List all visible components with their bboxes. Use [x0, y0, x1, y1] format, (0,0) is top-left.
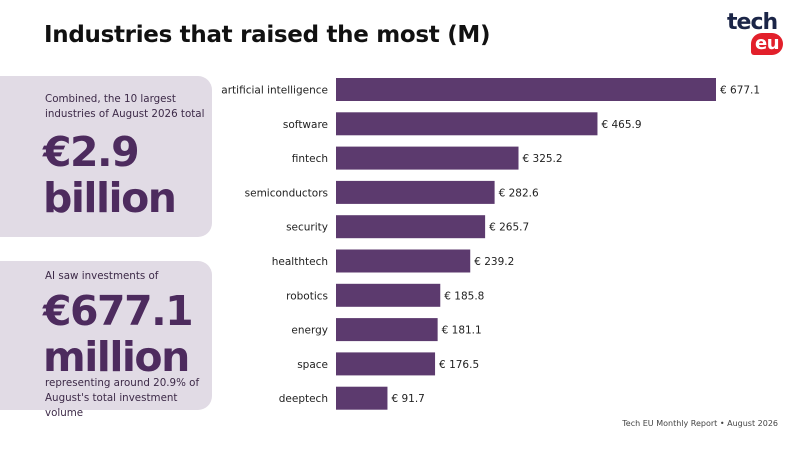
ai-unit: million: [43, 333, 190, 381]
bar-security: [336, 215, 486, 239]
category-label-artificial-intelligence: artificial intelligence: [221, 85, 328, 97]
ai-amount: €677.1: [43, 287, 194, 335]
source-footer: Tech EU Monthly Report • August 2026: [622, 419, 778, 428]
value-label-healthtech: € 239.2: [474, 256, 514, 268]
bar-deeptech: [336, 386, 388, 410]
value-label-fintech: € 325.2: [523, 153, 563, 165]
value-label-software: € 465.9: [601, 119, 641, 131]
category-label-robotics: robotics: [286, 290, 328, 302]
category-label-semiconductors: semiconductors: [245, 187, 328, 199]
bar-artificial-intelligence: [336, 78, 716, 101]
ai-note: representing around 20.9% of August's to…: [45, 377, 200, 419]
chart-title: Industries that raised the most (M): [44, 22, 491, 48]
logo-text-eu: eu: [755, 33, 780, 54]
total-caption: Combined, the 10 largest industries of A…: [45, 93, 205, 120]
category-label-space: space: [297, 359, 328, 371]
logo-badge: [751, 33, 783, 55]
value-label-security: € 265.7: [489, 222, 529, 234]
value-label-energy: € 181.1: [442, 325, 482, 337]
bar-fintech: [336, 146, 519, 170]
category-label-software: software: [283, 119, 328, 131]
total-unit: billion: [43, 174, 177, 222]
bar-robotics: [336, 283, 441, 307]
category-label-security: security: [286, 222, 328, 234]
category-label-deeptech: deeptech: [279, 393, 328, 405]
value-label-space: € 176.5: [439, 359, 479, 371]
value-label-artificial-intelligence: € 677.1: [720, 85, 760, 97]
value-label-deeptech: € 91.7: [391, 393, 424, 405]
category-label-healthtech: healthtech: [272, 256, 328, 268]
bar-software: [336, 112, 598, 136]
category-label-energy: energy: [291, 325, 328, 337]
ai-caption: AI saw investments of: [45, 270, 159, 282]
bar-space: [336, 352, 436, 376]
category-label-fintech: fintech: [292, 153, 328, 165]
ai-summary-card: AI saw investments of €677.1 million rep…: [0, 261, 212, 419]
tech-eu-logo: tech eu: [727, 10, 785, 55]
value-label-semiconductors: € 282.6: [499, 187, 539, 199]
total-summary-card: Combined, the 10 largest industries of A…: [0, 76, 212, 237]
bar-healthtech: [336, 249, 471, 273]
logo-text-tech: tech: [727, 10, 778, 35]
value-label-robotics: € 185.8: [444, 290, 484, 302]
bar-semiconductors: [336, 180, 495, 204]
total-amount: €2.9: [43, 128, 140, 176]
bar-energy: [336, 318, 438, 342]
